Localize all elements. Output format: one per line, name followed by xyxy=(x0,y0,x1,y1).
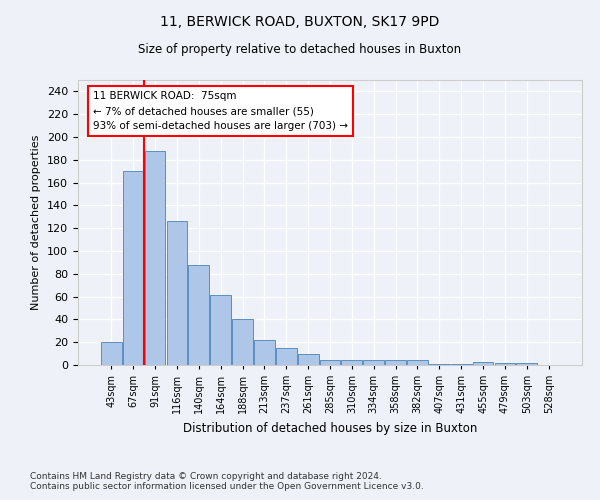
Text: Contains HM Land Registry data © Crown copyright and database right 2024.: Contains HM Land Registry data © Crown c… xyxy=(30,472,382,481)
Bar xyxy=(210,296,231,365)
Bar xyxy=(232,320,253,365)
X-axis label: Distribution of detached houses by size in Buxton: Distribution of detached houses by size … xyxy=(183,422,477,434)
Bar xyxy=(276,348,296,365)
Bar xyxy=(429,364,450,365)
Bar xyxy=(320,360,340,365)
Bar xyxy=(123,171,143,365)
Text: 11 BERWICK ROAD:  75sqm
← 7% of detached houses are smaller (55)
93% of semi-det: 11 BERWICK ROAD: 75sqm ← 7% of detached … xyxy=(93,92,348,131)
Text: 11, BERWICK ROAD, BUXTON, SK17 9PD: 11, BERWICK ROAD, BUXTON, SK17 9PD xyxy=(160,15,440,29)
Bar xyxy=(451,364,472,365)
Bar xyxy=(298,354,319,365)
Bar xyxy=(167,222,187,365)
Bar xyxy=(473,362,493,365)
Bar xyxy=(364,360,384,365)
Bar xyxy=(407,360,428,365)
Bar xyxy=(254,340,275,365)
Bar xyxy=(517,362,537,365)
Bar xyxy=(385,360,406,365)
Bar xyxy=(341,360,362,365)
Bar xyxy=(145,150,166,365)
Bar xyxy=(188,264,209,365)
Bar xyxy=(101,342,122,365)
Y-axis label: Number of detached properties: Number of detached properties xyxy=(31,135,41,310)
Bar xyxy=(494,362,515,365)
Text: Contains public sector information licensed under the Open Government Licence v3: Contains public sector information licen… xyxy=(30,482,424,491)
Text: Size of property relative to detached houses in Buxton: Size of property relative to detached ho… xyxy=(139,42,461,56)
